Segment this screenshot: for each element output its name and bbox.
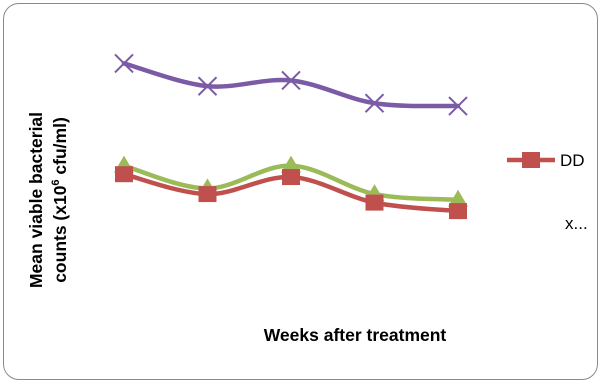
chart-frame xyxy=(3,3,598,380)
series-layer xyxy=(114,53,468,220)
legend-label-line1: DD xyxy=(560,151,585,170)
marker-x-stroke xyxy=(281,70,301,91)
legend: DD x... xyxy=(507,151,588,233)
data-point-purple-2 xyxy=(197,76,218,96)
data-point-green-3 xyxy=(281,155,301,173)
y-axis-label-superscript: 6 xyxy=(50,179,62,185)
marker-x-stroke xyxy=(364,93,385,113)
series-line-purple xyxy=(121,61,461,109)
y-axis-label-line2-suffix: cfu/ml) xyxy=(50,117,70,179)
data-point-purple-1 xyxy=(114,53,134,74)
x-axis-label: Weeks after treatment xyxy=(264,325,447,345)
marker-x-stroke xyxy=(197,76,218,96)
y-axis-label: Mean viable bacterial counts (x106 cfu/m… xyxy=(26,112,70,288)
y-axis-label-line2-prefix: counts (x10 xyxy=(50,185,70,283)
data-point-purple-5 xyxy=(448,96,468,116)
data-point-red-1 xyxy=(115,166,133,183)
data-point-purple-3 xyxy=(281,70,301,91)
data-point-red-5 xyxy=(449,203,467,220)
marker-x-stroke xyxy=(114,53,134,74)
legend-label-line2: x... xyxy=(565,214,588,233)
svg-text:counts (x106 cfu/ml): counts (x106 cfu/ml) xyxy=(50,117,70,283)
data-point-green-5 xyxy=(448,189,468,207)
data-point-red-3 xyxy=(282,169,300,186)
data-point-red-4 xyxy=(365,194,384,211)
data-point-red-2 xyxy=(198,186,217,203)
data-point-purple-4 xyxy=(364,93,385,113)
legend-marker-red xyxy=(522,152,540,168)
y-axis-label-line1: Mean viable bacterial xyxy=(26,112,46,288)
marker-x-stroke xyxy=(448,96,468,116)
svg-text:Mean viable bacterial: Mean viable bacterial xyxy=(26,112,46,288)
